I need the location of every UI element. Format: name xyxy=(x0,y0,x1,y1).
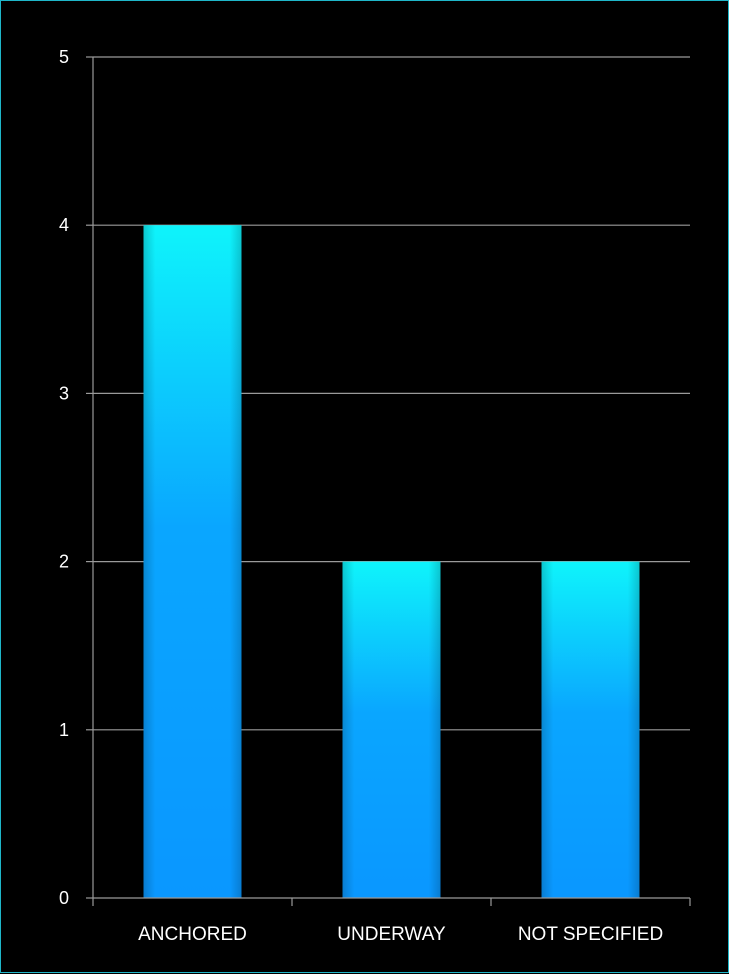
y-tick-label: 4 xyxy=(59,215,69,235)
x-category-label: NOT SPECIFIED xyxy=(518,924,663,945)
axes xyxy=(86,56,691,906)
bar-shading xyxy=(541,561,640,898)
bar-underway xyxy=(342,561,441,898)
y-tick-label: 0 xyxy=(59,888,69,908)
y-tick-label: 5 xyxy=(59,47,69,67)
labels: 0 1 2 3 4 5 ANCHORED UNDERWAY NOT SPECIFIED xyxy=(59,47,663,945)
bars xyxy=(143,225,640,898)
bar-not-specified xyxy=(541,561,640,898)
x-category-label: ANCHORED xyxy=(138,924,247,945)
bar-anchored xyxy=(143,225,242,898)
x-category-label: UNDERWAY xyxy=(337,924,446,945)
y-tick-label: 1 xyxy=(59,720,69,740)
bar-shading xyxy=(342,561,441,898)
y-tick-label: 2 xyxy=(59,552,69,572)
y-tick-label: 3 xyxy=(59,383,69,403)
bar-shading xyxy=(143,225,242,898)
